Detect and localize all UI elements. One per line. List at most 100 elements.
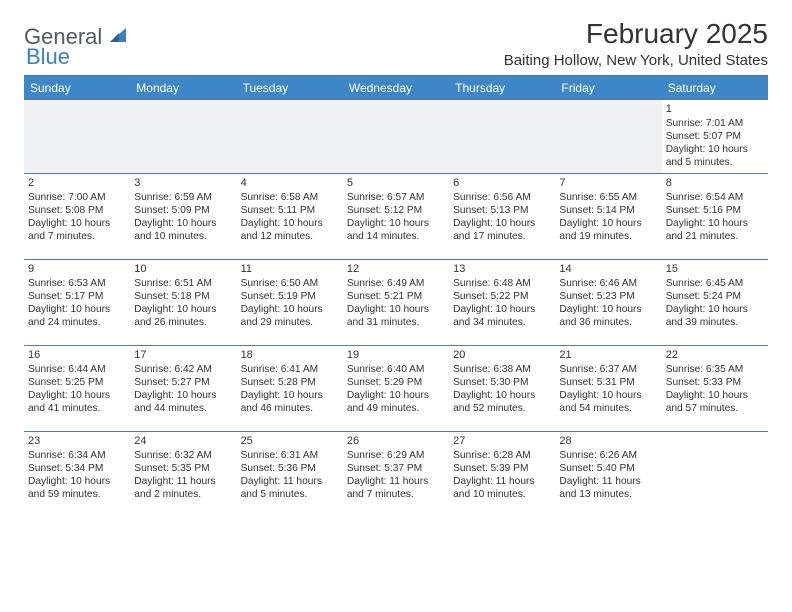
- day-number: 23: [28, 434, 126, 448]
- sunset-text: Sunset: 5:29 PM: [347, 376, 445, 389]
- sunset-text: Sunset: 5:25 PM: [28, 376, 126, 389]
- day-number: 2: [28, 176, 126, 190]
- weekday-label: Sunday: [24, 77, 130, 99]
- day-number: 11: [241, 262, 339, 276]
- calendar-cell: [343, 99, 449, 173]
- sunset-text: Sunset: 5:08 PM: [28, 204, 126, 217]
- day-number: 20: [453, 348, 551, 362]
- sunrise-text: Sunrise: 6:53 AM: [28, 277, 126, 290]
- sunset-text: Sunset: 5:11 PM: [241, 204, 339, 217]
- calendar-cell: [130, 99, 236, 173]
- sunset-text: Sunset: 5:19 PM: [241, 290, 339, 303]
- sunset-text: Sunset: 5:23 PM: [559, 290, 657, 303]
- sunrise-text: Sunrise: 6:28 AM: [453, 449, 551, 462]
- calendar-cell: 23Sunrise: 6:34 AMSunset: 5:34 PMDayligh…: [24, 431, 130, 517]
- title-block: February 2025 Baiting Hollow, New York, …: [504, 18, 768, 69]
- daylight-text: Daylight: 10 hours and 57 minutes.: [666, 389, 764, 415]
- day-number: 1: [666, 102, 764, 116]
- sunset-text: Sunset: 5:37 PM: [347, 462, 445, 475]
- calendar-cell: [555, 99, 661, 173]
- calendar-cell: 18Sunrise: 6:41 AMSunset: 5:28 PMDayligh…: [237, 345, 343, 431]
- sunset-text: Sunset: 5:13 PM: [453, 204, 551, 217]
- sunset-text: Sunset: 5:12 PM: [347, 204, 445, 217]
- daylight-text: Daylight: 10 hours and 24 minutes.: [28, 303, 126, 329]
- sunset-text: Sunset: 5:21 PM: [347, 290, 445, 303]
- calendar-cell: 11Sunrise: 6:50 AMSunset: 5:19 PMDayligh…: [237, 259, 343, 345]
- sunrise-text: Sunrise: 6:55 AM: [559, 191, 657, 204]
- daylight-text: Daylight: 11 hours and 13 minutes.: [559, 475, 657, 501]
- day-number: 17: [134, 348, 232, 362]
- sunrise-text: Sunrise: 6:59 AM: [134, 191, 232, 204]
- day-number: 14: [559, 262, 657, 276]
- daylight-text: Daylight: 10 hours and 10 minutes.: [134, 217, 232, 243]
- weekday-label: Thursday: [449, 77, 555, 99]
- day-number: 28: [559, 434, 657, 448]
- calendar-cell: 6Sunrise: 6:56 AMSunset: 5:13 PMDaylight…: [449, 173, 555, 259]
- sunset-text: Sunset: 5:36 PM: [241, 462, 339, 475]
- calendar-cell: [449, 99, 555, 173]
- calendar-cell: 22Sunrise: 6:35 AMSunset: 5:33 PMDayligh…: [662, 345, 768, 431]
- daylight-text: Daylight: 11 hours and 5 minutes.: [241, 475, 339, 501]
- day-number: 18: [241, 348, 339, 362]
- day-number: 21: [559, 348, 657, 362]
- sunrise-text: Sunrise: 6:58 AM: [241, 191, 339, 204]
- sunrise-text: Sunrise: 6:42 AM: [134, 363, 232, 376]
- brand-sail-icon: [108, 26, 128, 49]
- day-number: 6: [453, 176, 551, 190]
- weekday-label: Wednesday: [343, 77, 449, 99]
- calendar-cell: 2Sunrise: 7:00 AMSunset: 5:08 PMDaylight…: [24, 173, 130, 259]
- sunrise-text: Sunrise: 6:49 AM: [347, 277, 445, 290]
- month-title: February 2025: [504, 18, 768, 50]
- sunrise-text: Sunrise: 6:38 AM: [453, 363, 551, 376]
- daylight-text: Daylight: 10 hours and 29 minutes.: [241, 303, 339, 329]
- sunrise-text: Sunrise: 6:50 AM: [241, 277, 339, 290]
- daylight-text: Daylight: 10 hours and 34 minutes.: [453, 303, 551, 329]
- sunset-text: Sunset: 5:39 PM: [453, 462, 551, 475]
- sunset-text: Sunset: 5:30 PM: [453, 376, 551, 389]
- daylight-text: Daylight: 10 hours and 46 minutes.: [241, 389, 339, 415]
- brand-word-2-wrap: Blue: [28, 44, 70, 70]
- sunrise-text: Sunrise: 6:57 AM: [347, 191, 445, 204]
- daylight-text: Daylight: 11 hours and 10 minutes.: [453, 475, 551, 501]
- daylight-text: Daylight: 10 hours and 12 minutes.: [241, 217, 339, 243]
- sunrise-text: Sunrise: 6:32 AM: [134, 449, 232, 462]
- daylight-text: Daylight: 10 hours and 21 minutes.: [666, 217, 764, 243]
- sunrise-text: Sunrise: 7:00 AM: [28, 191, 126, 204]
- calendar-cell: [24, 99, 130, 173]
- daylight-text: Daylight: 10 hours and 52 minutes.: [453, 389, 551, 415]
- day-number: 4: [241, 176, 339, 190]
- calendar-cell: 7Sunrise: 6:55 AMSunset: 5:14 PMDaylight…: [555, 173, 661, 259]
- calendar-cell: 14Sunrise: 6:46 AMSunset: 5:23 PMDayligh…: [555, 259, 661, 345]
- day-number: 9: [28, 262, 126, 276]
- sunset-text: Sunset: 5:27 PM: [134, 376, 232, 389]
- sunset-text: Sunset: 5:24 PM: [666, 290, 764, 303]
- daylight-text: Daylight: 10 hours and 36 minutes.: [559, 303, 657, 329]
- calendar-grid: 1Sunrise: 7:01 AMSunset: 5:07 PMDaylight…: [24, 99, 768, 517]
- calendar-cell: 5Sunrise: 6:57 AMSunset: 5:12 PMDaylight…: [343, 173, 449, 259]
- brand-word-2: Blue: [26, 44, 70, 69]
- weekday-header: Sunday Monday Tuesday Wednesday Thursday…: [24, 77, 768, 99]
- calendar-cell: 26Sunrise: 6:29 AMSunset: 5:37 PMDayligh…: [343, 431, 449, 517]
- sunset-text: Sunset: 5:31 PM: [559, 376, 657, 389]
- sunrise-text: Sunrise: 6:40 AM: [347, 363, 445, 376]
- calendar-cell: 12Sunrise: 6:49 AMSunset: 5:21 PMDayligh…: [343, 259, 449, 345]
- daylight-text: Daylight: 10 hours and 44 minutes.: [134, 389, 232, 415]
- daylight-text: Daylight: 10 hours and 7 minutes.: [28, 217, 126, 243]
- sunset-text: Sunset: 5:35 PM: [134, 462, 232, 475]
- sunset-text: Sunset: 5:14 PM: [559, 204, 657, 217]
- sunrise-text: Sunrise: 6:35 AM: [666, 363, 764, 376]
- day-number: 24: [134, 434, 232, 448]
- daylight-text: Daylight: 10 hours and 54 minutes.: [559, 389, 657, 415]
- daylight-text: Daylight: 11 hours and 2 minutes.: [134, 475, 232, 501]
- sunset-text: Sunset: 5:18 PM: [134, 290, 232, 303]
- sunset-text: Sunset: 5:22 PM: [453, 290, 551, 303]
- calendar-cell: [237, 99, 343, 173]
- location-text: Baiting Hollow, New York, United States: [504, 52, 768, 69]
- sunset-text: Sunset: 5:16 PM: [666, 204, 764, 217]
- sunrise-text: Sunrise: 6:34 AM: [28, 449, 126, 462]
- calendar-cell: 15Sunrise: 6:45 AMSunset: 5:24 PMDayligh…: [662, 259, 768, 345]
- day-number: 5: [347, 176, 445, 190]
- calendar-cell: 3Sunrise: 6:59 AMSunset: 5:09 PMDaylight…: [130, 173, 236, 259]
- sunrise-text: Sunrise: 6:46 AM: [559, 277, 657, 290]
- sunset-text: Sunset: 5:40 PM: [559, 462, 657, 475]
